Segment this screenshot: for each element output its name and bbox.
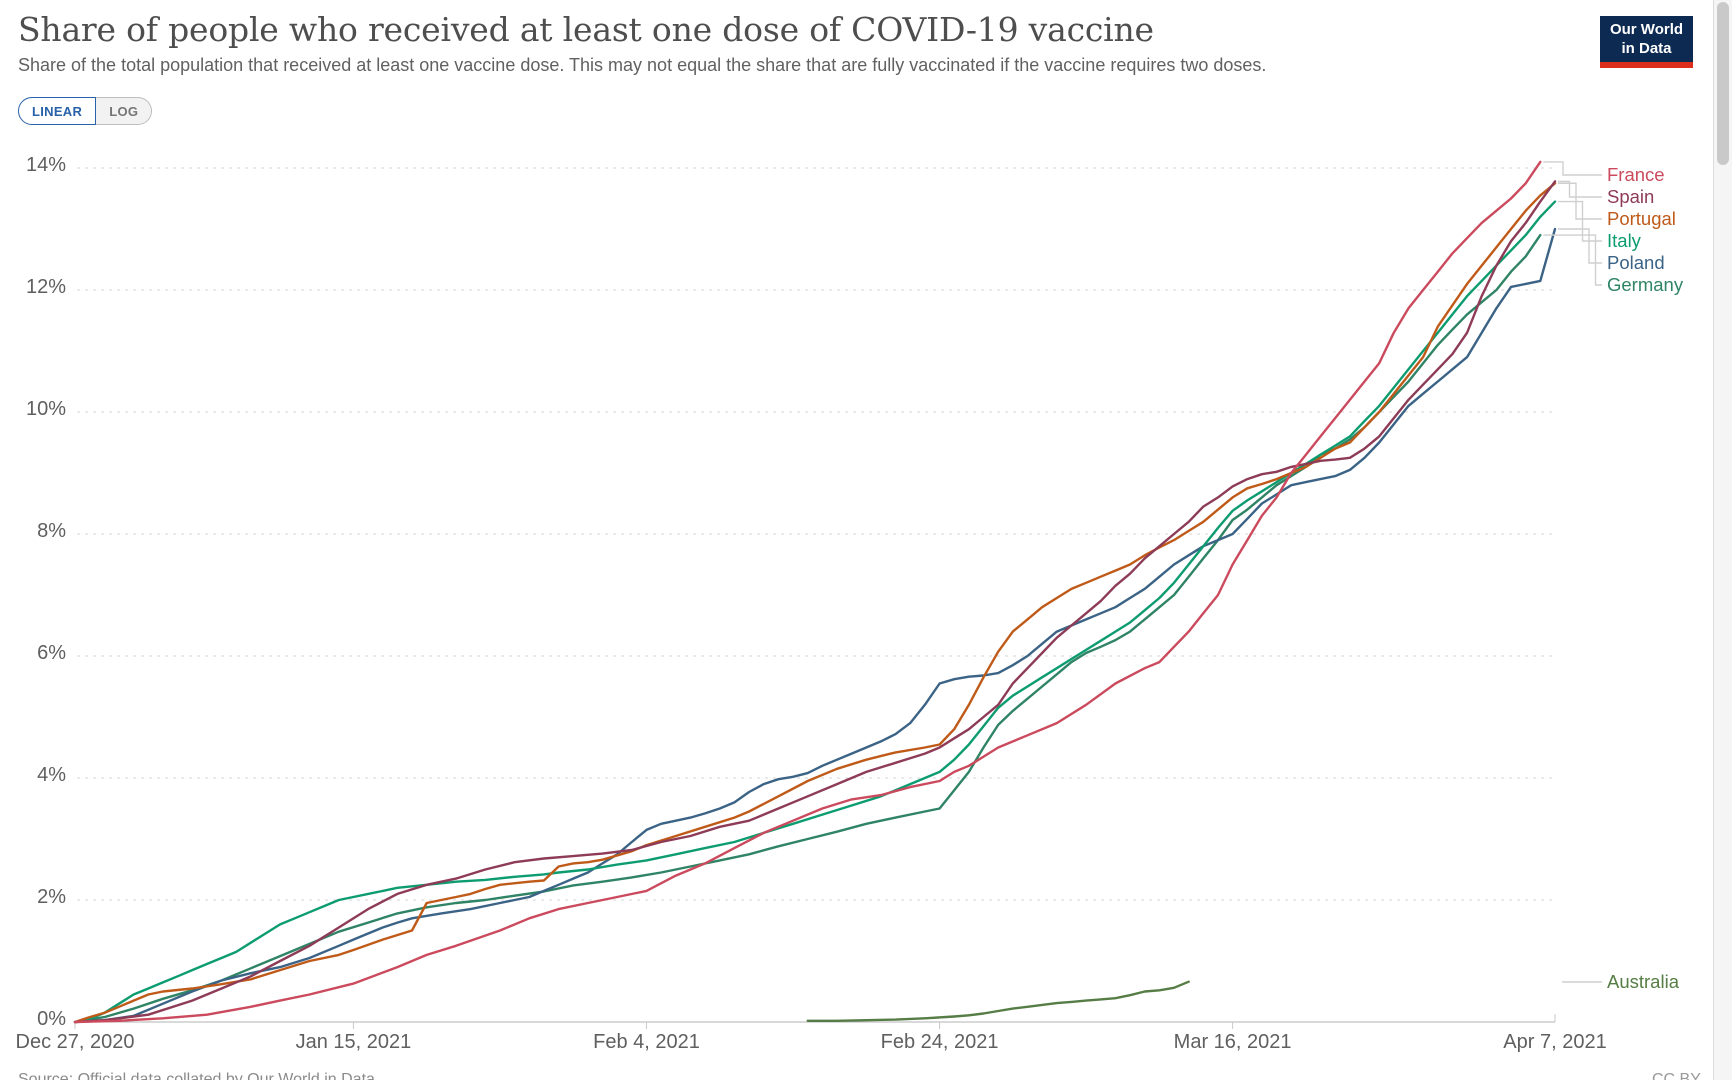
legend-label-australia[interactable]: Australia: [1607, 971, 1679, 992]
x-tick-label-feb4: Feb 4, 2021: [593, 1031, 700, 1053]
y-tick-label-10: 10%: [25, 398, 66, 420]
series-line-france[interactable]: [73, 160, 1542, 1024]
owid-logo-red-bar: [1600, 62, 1693, 68]
legend-label-italy[interactable]: Italy: [1607, 230, 1641, 251]
source-note: Source: Official data collated by Our Wo…: [18, 1071, 375, 1080]
series-line-australia[interactable]: [806, 980, 1190, 1022]
legend-label-germany[interactable]: Germany: [1607, 274, 1684, 295]
scrollbar-thumb[interactable]: [1717, 2, 1729, 165]
series-line-portugal[interactable]: [73, 182, 1557, 1024]
legend-label-portugal[interactable]: Portugal: [1607, 208, 1676, 229]
legend-connector-france: [1543, 161, 1602, 176]
y-tick-label-6: 6%: [37, 642, 66, 664]
legend-label-spain[interactable]: Spain: [1607, 186, 1655, 207]
page-title: Share of people who received at least on…: [18, 10, 1154, 49]
series-line-italy[interactable]: [73, 200, 1557, 1024]
chart-subtitle: Share of the total population that recei…: [18, 55, 1267, 75]
owid-logo-text: Our World in Data: [1600, 20, 1693, 58]
x-tick-label-mar16: Mar 16, 2021: [1173, 1031, 1292, 1053]
license-note[interactable]: CC BY: [1652, 1071, 1701, 1080]
x-tick-label-apr7: Apr 7, 2021: [1503, 1031, 1607, 1053]
y-tick-label-14: 14%: [25, 154, 66, 176]
x-tick-label-dec27: Dec 27, 2020: [15, 1031, 135, 1053]
legend-connector-italy: [1558, 200, 1602, 242]
owid-logo-line1: Our World: [1609, 21, 1684, 38]
legend-label-france[interactable]: France: [1607, 164, 1665, 185]
series-line-germany[interactable]: [73, 233, 1542, 1024]
y-tick-label-8: 8%: [37, 520, 66, 542]
y-tick-label-2: 2%: [37, 886, 66, 908]
series-line-poland[interactable]: [73, 227, 1557, 1024]
series-line-spain[interactable]: [73, 180, 1557, 1024]
owid-logo[interactable]: Our World in Data: [1600, 16, 1693, 68]
legend-connector-germany: [1543, 234, 1602, 286]
y-tick-label-0: 0%: [37, 1008, 66, 1030]
x-tick-label-jan15: Jan 15, 2021: [295, 1031, 412, 1053]
legend-label-poland[interactable]: Poland: [1607, 252, 1665, 273]
scale-toggle: LINEAR LOG: [18, 97, 153, 125]
legend-connector-spain: [1558, 180, 1602, 198]
owid-logo-line2: in Data: [1621, 40, 1672, 57]
y-tick-label-4: 4%: [37, 764, 66, 786]
x-tick-label-feb24: Feb 24, 2021: [880, 1031, 999, 1053]
linear-button[interactable]: LINEAR: [18, 97, 97, 125]
scrollbar-track[interactable]: [1713, 0, 1732, 1080]
y-tick-label-12: 12%: [25, 276, 66, 298]
log-button[interactable]: LOG: [96, 97, 153, 125]
